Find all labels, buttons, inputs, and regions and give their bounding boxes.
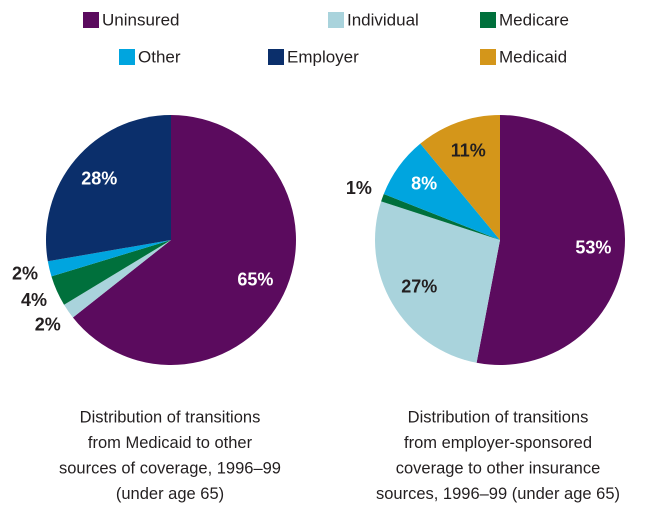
value-label: 1%: [346, 178, 372, 198]
legend-label: Uninsured: [102, 10, 180, 29]
caption-line: from employer-sponsored: [404, 434, 592, 452]
pie-slice: [375, 201, 500, 363]
legend-label: Medicaid: [499, 47, 567, 66]
legend-swatch: [119, 49, 135, 65]
value-label: 2%: [12, 263, 38, 283]
pie-slice: [46, 115, 171, 262]
value-label: 4%: [21, 290, 47, 310]
caption-line: from Medicaid to other: [88, 434, 253, 452]
value-label: 53%: [575, 238, 611, 258]
legend-label: Other: [138, 47, 181, 66]
pie-slice: [47, 240, 171, 277]
legend-label: Employer: [287, 47, 359, 66]
value-label: 27%: [401, 276, 437, 296]
caption-line: (under age 65): [116, 485, 224, 503]
pie-slice: [476, 115, 625, 366]
value-label: 28%: [81, 168, 117, 188]
pie-slice: [51, 240, 171, 305]
pie-slice: [381, 193, 500, 240]
caption-line: sources of coverage, 1996–99: [59, 459, 281, 477]
pie-slice: [383, 143, 500, 240]
legend-swatch: [328, 12, 344, 28]
value-label: 2%: [35, 314, 61, 334]
caption-line: Distribution of transitions: [80, 408, 261, 426]
caption-line: sources, 1996–99 (under age 65): [376, 485, 620, 503]
legend-label: Medicare: [499, 10, 569, 29]
caption-line: Distribution of transitions: [408, 408, 589, 426]
legend-swatch: [268, 49, 284, 65]
legend-swatch: [480, 49, 496, 65]
caption-line: coverage to other insurance: [396, 459, 601, 477]
legend-swatch: [83, 12, 99, 28]
value-label: 11%: [451, 141, 486, 161]
value-label: 8%: [411, 174, 437, 194]
pie-slice: [64, 240, 171, 318]
pie-slice: [420, 115, 500, 240]
value-label: 65%: [237, 270, 273, 290]
legend-label: Individual: [347, 10, 419, 29]
legend-swatch: [480, 12, 496, 28]
pie-slice: [72, 115, 296, 365]
